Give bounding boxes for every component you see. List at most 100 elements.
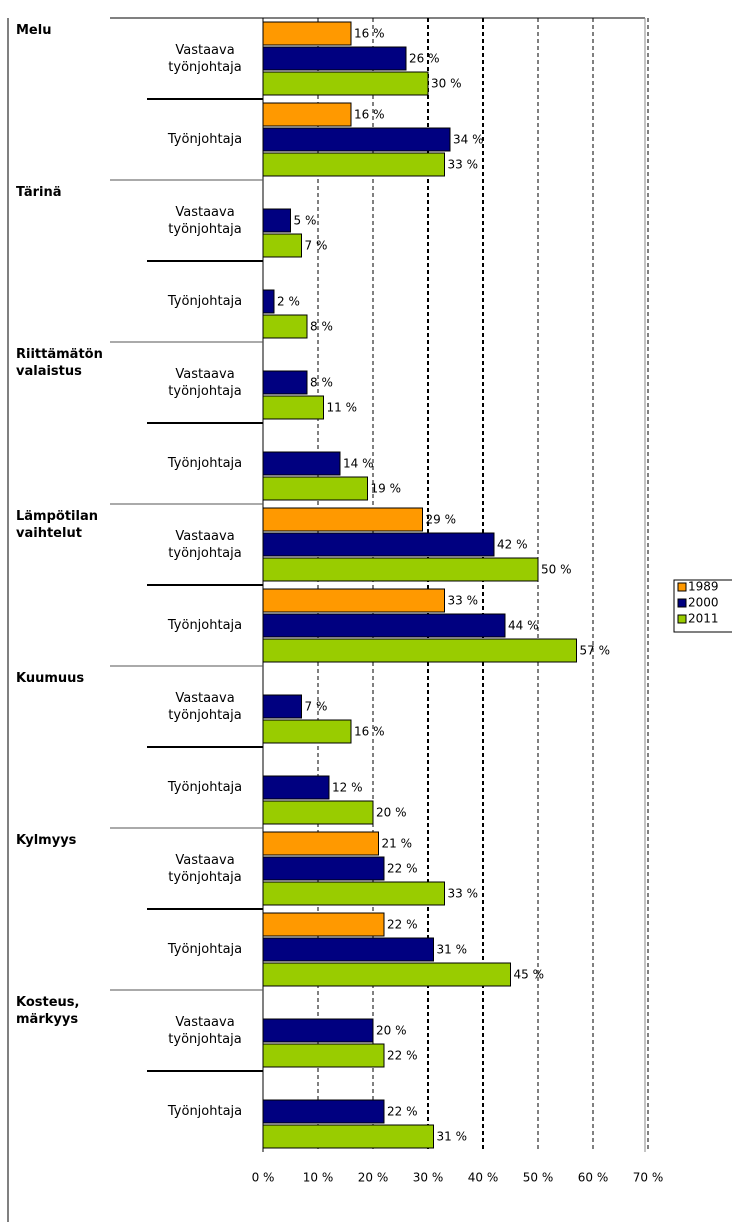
- bar: [262, 694, 302, 719]
- bar: [262, 395, 324, 420]
- x-tick-label: 0 %: [252, 1171, 275, 1185]
- value-label: 33 %: [448, 887, 479, 901]
- value-label: 16 %: [354, 27, 385, 41]
- x-tick-label: 70 %: [633, 1171, 664, 1185]
- bar: [262, 21, 352, 46]
- group-label: Melu: [16, 23, 52, 38]
- bar: [262, 937, 434, 962]
- category-label: Työnjohtaja: [167, 294, 243, 309]
- x-tick-label: 20 %: [358, 1171, 389, 1185]
- value-label: 33 %: [448, 594, 479, 608]
- bar: [262, 856, 385, 881]
- value-label: 22 %: [387, 918, 418, 932]
- value-label: 5 %: [294, 214, 317, 228]
- legend-swatch: [677, 614, 687, 624]
- value-label: 26 %: [409, 52, 440, 66]
- legend-label: 1989: [688, 580, 719, 594]
- category-label: Vastaava työnjohtaja: [168, 690, 242, 723]
- bar: [262, 638, 577, 663]
- value-label: 33 %: [448, 158, 479, 172]
- value-label: 2 %: [277, 295, 300, 309]
- value-label: 14 %: [343, 457, 374, 471]
- bar: [262, 451, 341, 476]
- value-label: 22 %: [387, 862, 418, 876]
- category-label: Työnjohtaja: [167, 132, 243, 147]
- value-label: 57 %: [580, 644, 611, 658]
- value-label: 29 %: [426, 513, 457, 527]
- group-label: Riittämätön valaistus: [16, 347, 103, 379]
- value-label: 12 %: [332, 781, 363, 795]
- bar: [262, 962, 511, 987]
- value-label: 19 %: [371, 482, 402, 496]
- category-label: Vastaava työnjohtaja: [168, 204, 242, 237]
- bar: [262, 588, 445, 613]
- value-label: 16 %: [354, 108, 385, 122]
- legend-swatch: [677, 582, 687, 592]
- bar: [262, 507, 423, 532]
- category-label: Vastaava työnjohtaja: [168, 1014, 242, 1047]
- value-label: 22 %: [387, 1105, 418, 1119]
- value-label: 16 %: [354, 725, 385, 739]
- bar: [262, 1018, 374, 1043]
- bar: [262, 831, 379, 856]
- group-label: Kuumuus: [16, 671, 85, 686]
- bar: [262, 71, 429, 96]
- value-label: 50 %: [541, 563, 572, 577]
- x-tick-label: 40 %: [468, 1171, 499, 1185]
- category-label: Vastaava työnjohtaja: [168, 528, 242, 561]
- x-tick-label: 30 %: [413, 1171, 444, 1185]
- group-label: Lämpötilan vaihtelut: [16, 509, 98, 541]
- bar: [262, 46, 407, 71]
- category-label: Vastaava työnjohtaja: [168, 852, 242, 885]
- value-label: 21 %: [382, 837, 413, 851]
- category-label: Työnjohtaja: [167, 456, 243, 471]
- legend-label: 2011: [688, 612, 719, 626]
- value-label: 7 %: [305, 700, 328, 714]
- value-label: 45 %: [514, 968, 545, 982]
- value-label: 31 %: [437, 943, 468, 957]
- bar: [262, 557, 539, 582]
- bar: [262, 152, 445, 177]
- value-label: 11 %: [327, 401, 358, 415]
- category-label: Työnjohtaja: [167, 1104, 243, 1119]
- category-label: Vastaava työnjohtaja: [168, 42, 242, 75]
- bar: [262, 800, 374, 825]
- value-label: 20 %: [376, 806, 407, 820]
- bar: [262, 208, 291, 233]
- bar: [262, 314, 308, 339]
- x-tick-label: 10 %: [303, 1171, 334, 1185]
- bar: [262, 719, 352, 744]
- bar: [262, 1099, 385, 1124]
- value-label: 20 %: [376, 1024, 407, 1038]
- value-label: 44 %: [508, 619, 539, 633]
- bar: [262, 476, 368, 501]
- bar: [262, 613, 506, 638]
- bar: [262, 289, 275, 314]
- value-label: 31 %: [437, 1130, 468, 1144]
- category-label: Työnjohtaja: [167, 942, 243, 957]
- bar: [262, 233, 302, 258]
- value-label: 30 %: [431, 77, 462, 91]
- legend-swatch: [677, 598, 687, 608]
- bar: [262, 1043, 385, 1068]
- bar: [262, 775, 330, 800]
- group-label: Tärinä: [16, 185, 62, 200]
- bar: [262, 1124, 434, 1149]
- value-label: 34 %: [453, 133, 484, 147]
- category-label: Vastaava työnjohtaja: [168, 366, 242, 399]
- bar: [262, 532, 495, 557]
- group-label: Kosteus, märkyys: [16, 995, 80, 1027]
- category-label: Työnjohtaja: [167, 618, 243, 633]
- value-label: 8 %: [310, 376, 333, 390]
- bar: [262, 912, 385, 937]
- group-label: Kylmyys: [16, 833, 77, 848]
- x-tick-label: 60 %: [578, 1171, 609, 1185]
- value-label: 22 %: [387, 1049, 418, 1063]
- value-label: 8 %: [310, 320, 333, 334]
- legend-label: 2000: [688, 596, 719, 610]
- value-label: 42 %: [497, 538, 528, 552]
- value-label: 7 %: [305, 239, 328, 253]
- bar: [262, 370, 308, 395]
